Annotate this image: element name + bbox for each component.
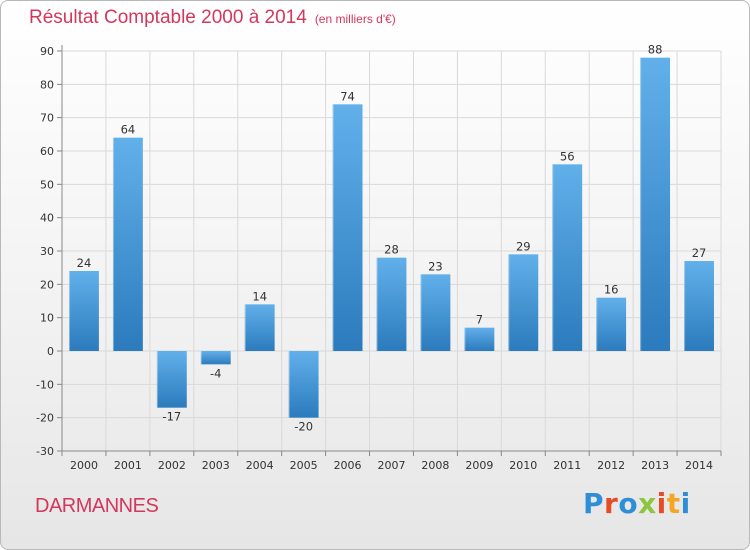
x-tick-label-2002: 2002	[158, 459, 186, 472]
bars	[69, 57, 714, 418]
chart-title-text: Résultat Comptable 2000 à 2014	[29, 7, 307, 28]
data-label-2001: 64	[121, 123, 136, 137]
proxiti-logo[interactable]: Proxiti	[583, 487, 691, 520]
x-tick-label-2008: 2008	[421, 459, 449, 472]
bar-2010	[508, 254, 539, 351]
y-tick-label: 80	[40, 78, 54, 91]
x-tick-label-2014: 2014	[685, 459, 713, 472]
data-label-2013: 88	[648, 43, 663, 57]
data-label-2010: 29	[516, 239, 531, 253]
bar-2013	[640, 57, 671, 352]
x-tick-label-2012: 2012	[597, 459, 625, 472]
bar-2002	[156, 351, 187, 408]
bar-2004	[244, 304, 275, 351]
logo-letter: i	[656, 487, 667, 520]
data-label-2006: 74	[340, 89, 355, 103]
bar-2009	[464, 327, 495, 351]
y-tick-label: 40	[40, 212, 54, 225]
logo-letter: t	[666, 487, 681, 520]
x-tick-label-2011: 2011	[553, 459, 581, 472]
y-tick-label: 50	[40, 178, 54, 191]
y-tick-label: 20	[40, 278, 54, 291]
x-tick-label-2007: 2007	[378, 459, 406, 472]
data-label-2004: 14	[252, 289, 267, 303]
bar-2008	[420, 274, 451, 351]
y-tick-label: 90	[40, 45, 54, 58]
y-tick-label: 0	[47, 345, 54, 358]
x-tick-label-2003: 2003	[202, 459, 230, 472]
commune-name: DARMANNES	[35, 495, 159, 517]
x-tick-label-2010: 2010	[509, 459, 537, 472]
y-tick-label: 10	[40, 312, 54, 325]
data-label-2002: -17	[162, 410, 181, 424]
bar-2005	[288, 351, 319, 418]
bar-2014	[684, 261, 714, 351]
y-tick-label: -20	[36, 412, 54, 425]
data-label-2003: -4	[210, 366, 221, 380]
logo-letter: i	[680, 487, 691, 520]
x-tick-label-2013: 2013	[641, 459, 669, 472]
x-tick-label-2005: 2005	[290, 459, 318, 472]
data-label-2000: 24	[77, 256, 92, 270]
bar-2007	[376, 257, 407, 351]
chart-title: Résultat Comptable 2000 à 2014 (en millie…	[29, 7, 396, 29]
bar-2000	[69, 271, 99, 351]
data-label-2009: 7	[476, 313, 483, 327]
bar-2012	[596, 297, 627, 351]
logo-letter: x	[638, 487, 657, 520]
y-tick-label: -30	[36, 445, 54, 458]
logo-letter: r	[604, 487, 619, 520]
bar-2011	[552, 164, 583, 351]
data-label-2007: 28	[384, 243, 399, 257]
bar-2006	[332, 104, 363, 351]
x-tick-label-2006: 2006	[334, 459, 362, 472]
data-label-2011: 56	[560, 149, 575, 163]
x-tick-label-2009: 2009	[465, 459, 493, 472]
bar-2001	[112, 137, 143, 351]
data-label-2014: 27	[692, 246, 707, 260]
labels: 9080706050403020100-10-20-30242000642001…	[36, 43, 713, 472]
x-tick-label-2001: 2001	[114, 459, 142, 472]
x-tick-label-2004: 2004	[246, 459, 274, 472]
data-label-2012: 16	[604, 283, 619, 297]
data-label-2008: 23	[428, 259, 443, 273]
x-tick-label-2000: 2000	[70, 459, 98, 472]
y-tick-label: -10	[36, 378, 54, 391]
axes	[57, 45, 722, 456]
bar-2003	[200, 351, 231, 365]
logo-letter: o	[618, 487, 639, 520]
chart-subtitle: (en milliers d'€)	[314, 12, 396, 26]
y-tick-label: 60	[40, 145, 54, 158]
logo-letter: P	[583, 487, 605, 520]
y-tick-label: 70	[40, 112, 54, 125]
y-tick-label: 30	[40, 245, 54, 258]
data-label-2005: -20	[294, 420, 313, 434]
